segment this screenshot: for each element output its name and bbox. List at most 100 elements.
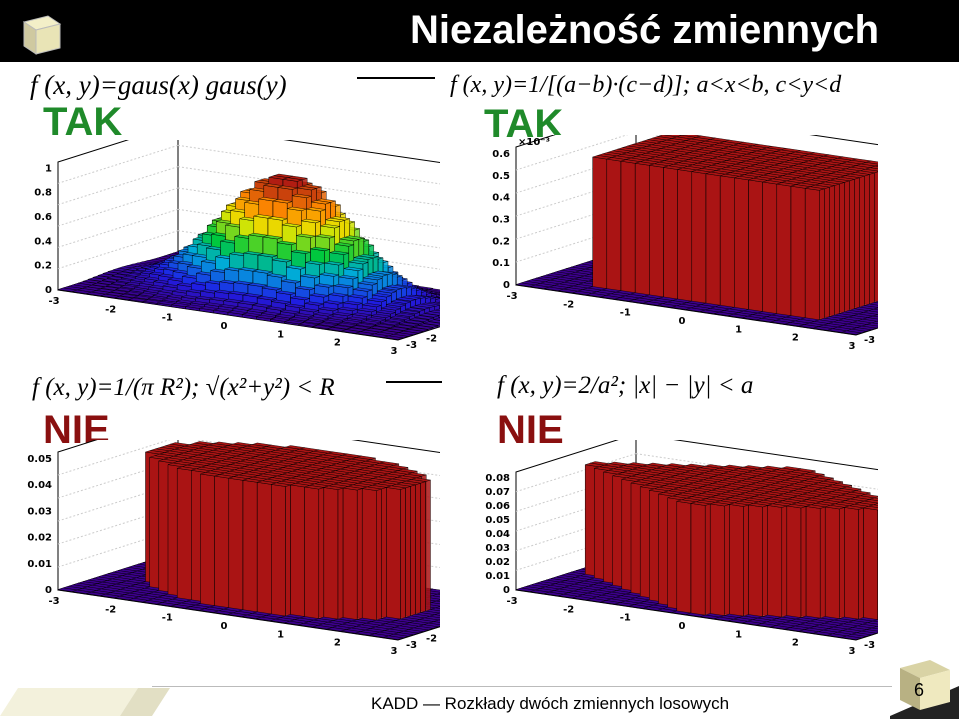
x-tick-label: 2	[334, 338, 341, 349]
lego-cell	[767, 503, 788, 618]
z-tick-label: 0.01	[27, 559, 52, 570]
z-tick-label: 0.05	[27, 454, 52, 465]
footer-text: KADD — Rozkłady dwóch zmiennych losowych	[371, 694, 730, 713]
formula-gaus: f (x, y)=gaus(x) gaus(y)	[30, 70, 287, 100]
verdict-nie-2: NIE	[497, 408, 564, 452]
z-tick-label: 0.04	[485, 529, 510, 540]
lego-plot-uniform-diamond: 0.080.070.060.050.040.030.020.010-3-2-10…	[485, 440, 878, 657]
formula-uniform-diamond: f (x, y)=2/a²; |x| − |y| < a	[497, 372, 754, 399]
x-tick-label: 3	[849, 646, 856, 657]
lego-cell	[304, 485, 325, 620]
lego-cell	[361, 486, 382, 621]
grid-line	[177, 187, 440, 228]
title-bar	[0, 0, 959, 62]
lego-cell	[386, 485, 406, 620]
z-tick-label: 0.03	[27, 506, 52, 517]
x-tick-label: 2	[334, 638, 341, 649]
x-tick-label: 1	[735, 324, 742, 335]
grid-line	[515, 453, 637, 493]
x-tick-label: -2	[563, 604, 574, 615]
z-tick-label: 0.05	[485, 515, 510, 526]
z-tick-label: 0	[503, 585, 510, 596]
lego-cell	[323, 485, 344, 620]
z-tick-label: 0.5	[492, 171, 510, 182]
z-tick-label: 0.01	[485, 571, 510, 582]
page-number: 6	[913, 680, 924, 700]
x-tick-label: -3	[506, 291, 517, 302]
grid-line	[515, 135, 629, 171]
x-tick-label: 1	[277, 329, 284, 340]
x-tick-label: -2	[105, 304, 116, 315]
z-tick-label: 0.4	[34, 236, 52, 247]
y-tick-label: -3	[864, 640, 875, 651]
x-tick-label: -3	[506, 596, 517, 607]
z-tick-label: 0	[45, 285, 52, 296]
divider-line	[386, 381, 442, 383]
formula-uniform-disk: f (x, y)=1/(π R²); √(x²+y²) < R	[32, 374, 335, 401]
lego-cell	[824, 505, 845, 620]
x-tick-label: 0	[679, 316, 686, 327]
z-tick-label: 0.6	[34, 212, 52, 223]
x-tick-label: -1	[162, 613, 173, 624]
z-tick-label: 0.6	[492, 149, 510, 160]
x-tick-label: -1	[620, 308, 631, 319]
y-tick-label: -2	[426, 334, 437, 345]
z-tick-label: 0.8	[34, 188, 52, 199]
x-tick-label: -3	[48, 296, 59, 307]
grid-line	[177, 166, 440, 206]
x-tick-label: -2	[563, 299, 574, 310]
lego-cell	[383, 335, 404, 341]
grid-line	[57, 230, 179, 270]
z-tick-label: 0	[503, 280, 510, 291]
x-tick-label: -1	[162, 313, 173, 324]
z-tick-label: 0.4	[492, 193, 510, 204]
x-tick-label: 0	[221, 621, 228, 632]
grid-line	[635, 453, 878, 490]
z-tick-label: 0.08	[485, 473, 510, 484]
grid-line	[177, 144, 440, 185]
z-tick-label: 0.1	[492, 258, 510, 269]
lego-cell	[841, 330, 862, 336]
lego-cell	[271, 482, 291, 617]
z-tick-label: 0.2	[34, 261, 52, 272]
x-tick-label: 3	[391, 646, 398, 657]
footer-decoration	[0, 686, 959, 719]
divider-line	[357, 77, 435, 79]
x-tick-label: -1	[620, 613, 631, 624]
lego-cell	[709, 502, 730, 617]
x-tick-label: 1	[277, 629, 284, 640]
lego-plot-uniform-disk: 0.050.040.030.020.010-3-2-10123-3-2-1012…	[27, 440, 440, 657]
formula-uniform-rect: f (x, y)=1/[(a−b)·(c−d)]; a<x<b, c<y<d	[450, 72, 842, 98]
x-tick-label: -3	[48, 596, 59, 607]
y-tick-label: -3	[406, 340, 417, 351]
z-tick-label: 0	[45, 585, 52, 596]
lego-cell	[748, 503, 768, 618]
x-tick-label: -2	[105, 604, 116, 615]
lego-cell	[844, 505, 864, 620]
z-tick-label: 0.3	[492, 214, 510, 225]
slide-title: Niezależność zmiennych	[410, 8, 880, 52]
z-tick-label: 0.03	[485, 543, 510, 554]
z-tick-label: 1	[45, 163, 52, 174]
y-tick-label: -2	[426, 634, 437, 645]
grid-line	[57, 144, 179, 184]
page-cube-icon	[900, 660, 950, 710]
lego-cell	[690, 501, 711, 616]
z-tick-label: 0.04	[27, 480, 52, 491]
x-tick-label: 2	[792, 638, 799, 649]
z-tick-label: 0.07	[485, 487, 510, 498]
x-tick-label: 1	[735, 629, 742, 640]
x-tick-label: 3	[849, 341, 856, 352]
y-tick-label: -3	[864, 335, 875, 346]
x-tick-label: 0	[679, 621, 686, 632]
verdict-tak-1: TAK	[43, 100, 123, 144]
lego-cell	[383, 635, 404, 641]
lego-cell	[841, 635, 862, 641]
footer-line	[152, 686, 892, 687]
grid-line	[57, 208, 179, 248]
x-tick-label: 0	[221, 321, 228, 332]
lego-plot-uniform-rect: 0.60.50.40.30.20.10-3-2-10123-3-2-10123×…	[492, 135, 878, 352]
z-tick-label: 0.2	[492, 236, 510, 247]
y-tick-label: -3	[406, 640, 417, 651]
x-tick-label: 2	[792, 333, 799, 344]
